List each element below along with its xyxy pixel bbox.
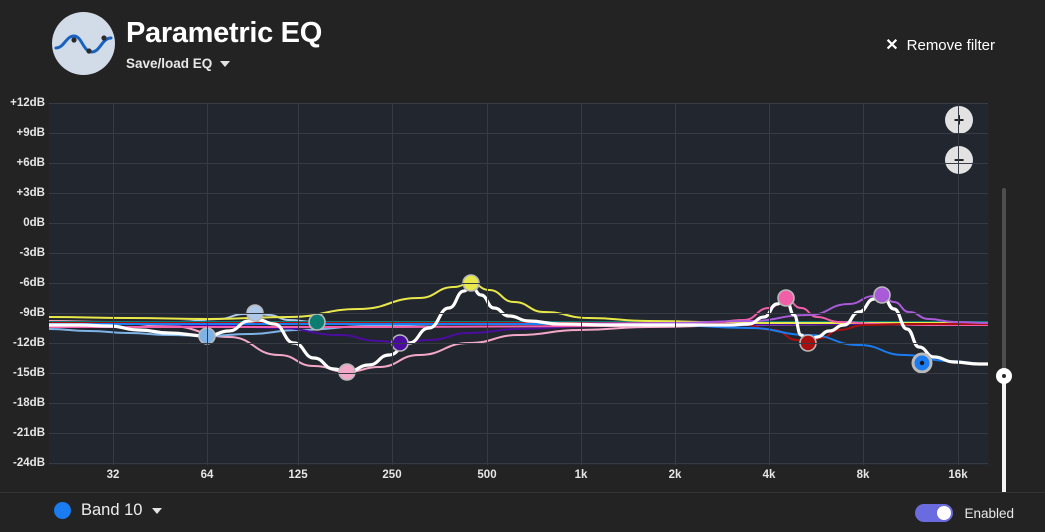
gridline-vertical	[487, 103, 488, 465]
x-axis-tick-label: 4k	[762, 469, 776, 481]
x-axis-tick-label: 16k	[948, 469, 968, 481]
gridline-horizontal	[49, 163, 988, 164]
y-axis-tick-label: -18dB	[13, 397, 45, 409]
band-color-dot	[54, 502, 71, 519]
footer: Band 10 Enabled	[0, 492, 1045, 532]
slider-track-upper	[1002, 188, 1006, 378]
y-axis-tick-label: +12dB	[10, 97, 45, 109]
gridline-horizontal	[49, 463, 988, 464]
zoom-out-button[interactable]: −	[945, 146, 973, 174]
gridline-vertical	[863, 103, 864, 465]
y-axis-tick-label: -9dB	[19, 307, 45, 319]
enabled-toggle[interactable]: Enabled	[915, 504, 1014, 522]
page-title: Parametric EQ	[126, 17, 322, 49]
gridline-vertical	[298, 103, 299, 465]
slider-track-lower	[1002, 378, 1006, 532]
gridline-horizontal	[49, 193, 988, 194]
gain-range-slider[interactable]	[996, 188, 1012, 532]
x-axis-tick-label: 250	[382, 469, 402, 481]
gridline-horizontal	[49, 283, 988, 284]
enabled-label: Enabled	[964, 505, 1014, 521]
x-axis-tick-label: 2k	[668, 469, 682, 481]
gridline-horizontal	[49, 103, 988, 104]
y-axis-tick-label: -12dB	[13, 337, 45, 349]
y-axis-tick-label: +3dB	[16, 187, 45, 199]
gridline-horizontal	[49, 133, 988, 134]
chevron-down-icon	[220, 60, 231, 67]
header: Parametric EQ Save/load EQ ✕ Remove filt…	[0, 0, 1045, 88]
y-axis-tick-label: -15dB	[13, 367, 45, 379]
gridline-vertical	[392, 103, 393, 465]
band-selector-dropdown[interactable]: Band 10	[54, 501, 163, 520]
x-axis-labels: 32 64 125 250 500 1k 2k 4k 8k 16k	[49, 469, 988, 489]
y-axis-tick-label: 0dB	[23, 217, 45, 229]
band-handle[interactable]	[911, 352, 933, 374]
y-axis-tick-label: -6dB	[19, 277, 45, 289]
x-axis-tick-label: 500	[477, 469, 497, 481]
gridline-vertical	[958, 103, 959, 465]
y-axis-tick-label: +9dB	[16, 127, 45, 139]
eq-chart: +12dB +9dB +6dB +3dB 0dB -3dB -6dB -9dB -12dB -15…	[0, 88, 1045, 532]
band-selector-label: Band 10	[81, 501, 143, 519]
gridline-vertical	[113, 103, 114, 465]
saveload-eq-label: Save/load EQ	[126, 56, 213, 71]
gridline-horizontal	[49, 223, 988, 224]
y-axis-tick-label: -3dB	[19, 247, 45, 259]
y-axis-tick-label: -24dB	[13, 457, 45, 469]
gridline-horizontal	[49, 403, 988, 404]
eq-plot-area[interactable]: + −	[49, 103, 988, 465]
y-axis-tick-label: +6dB	[16, 157, 45, 169]
eq-wave-circle-icon	[52, 12, 115, 75]
gridline-vertical	[207, 103, 208, 465]
gridline-horizontal	[49, 433, 988, 434]
x-axis-tick-label: 1k	[574, 469, 588, 481]
zoom-in-button[interactable]: +	[945, 106, 973, 134]
x-axis-tick-label: 32	[106, 469, 120, 481]
band-handle[interactable]	[338, 363, 356, 381]
x-axis-tick-label: 8k	[856, 469, 870, 481]
gridline-vertical	[675, 103, 676, 465]
gridline-vertical	[769, 103, 770, 465]
toggle-switch[interactable]	[915, 504, 954, 522]
band-handle[interactable]	[873, 286, 891, 304]
toggle-knob	[937, 506, 952, 520]
close-x-icon: ✕	[885, 36, 899, 54]
band-handle-center	[919, 360, 925, 366]
y-axis-labels: +12dB +9dB +6dB +3dB 0dB -3dB -6dB -9dB -12dB -15…	[0, 97, 45, 469]
gridline-horizontal	[49, 343, 988, 344]
chevron-down-icon	[152, 507, 163, 514]
slider-thumb[interactable]	[996, 368, 1012, 384]
x-axis-tick-label: 64	[200, 469, 214, 481]
x-axis-tick-label: 125	[288, 469, 308, 481]
y-axis-tick-label: -21dB	[13, 427, 45, 439]
saveload-eq-dropdown[interactable]: Save/load EQ	[126, 56, 231, 71]
gridline-horizontal	[49, 373, 988, 374]
gridline-horizontal	[49, 253, 988, 254]
remove-filter-label: Remove filter	[906, 37, 995, 54]
band-handle[interactable]	[777, 289, 795, 307]
remove-filter-button[interactable]: ✕ Remove filter	[885, 37, 995, 54]
band-handle[interactable]	[308, 313, 326, 331]
gridline-vertical	[581, 103, 582, 465]
gridline-horizontal	[49, 313, 988, 314]
eq-curves	[49, 274, 988, 381]
